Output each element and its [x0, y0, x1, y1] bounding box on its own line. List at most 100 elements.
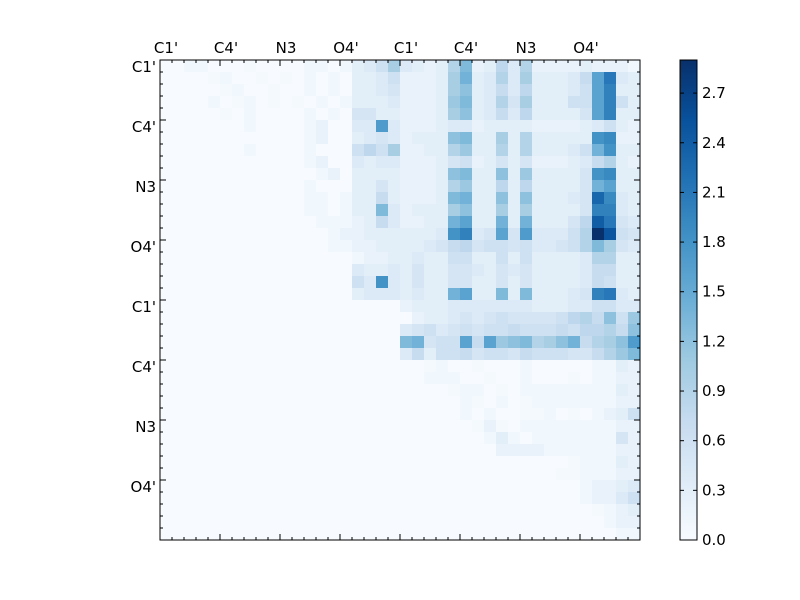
heatmap-cell [496, 252, 509, 265]
heatmap-cell [544, 360, 557, 373]
heatmap-cell [556, 108, 569, 121]
heatmap-cell [244, 84, 257, 97]
heatmap-cell [580, 444, 593, 457]
heatmap-cell [556, 120, 569, 133]
heatmap-cell [352, 480, 365, 493]
heatmap-cell [508, 408, 521, 421]
heatmap-cell [544, 72, 557, 85]
heatmap-cell [400, 396, 413, 409]
heatmap-cell [412, 444, 425, 457]
heatmap-cell [184, 180, 197, 193]
heatmap-cell [544, 504, 557, 517]
heatmap-cell [244, 216, 257, 229]
heatmap-cell [352, 348, 365, 361]
heatmap-cell [412, 276, 425, 289]
heatmap-cell [544, 408, 557, 421]
heatmap-cell [448, 276, 461, 289]
heatmap-cell [544, 120, 557, 133]
heatmap-cell [256, 204, 269, 217]
heatmap-cell [520, 84, 533, 97]
heatmap-cell [280, 480, 293, 493]
heatmap-cell [532, 240, 545, 253]
heatmap-cell [604, 120, 617, 133]
heatmap-cell [292, 144, 305, 157]
heatmap-cell [424, 492, 437, 505]
heatmap-cell [424, 396, 437, 409]
heatmap-cell [508, 84, 521, 97]
heatmap-cell [244, 396, 257, 409]
heatmap-cell [220, 324, 233, 337]
heatmap-cell [628, 312, 641, 325]
heatmap-cell [172, 192, 185, 205]
heatmap-cell [340, 60, 353, 73]
heatmap-cell [460, 312, 473, 325]
heatmap-cell [268, 468, 281, 481]
heatmap-cell [436, 456, 449, 469]
heatmap-cell [340, 156, 353, 169]
heatmap-cell [400, 300, 413, 313]
heatmap-cell [244, 324, 257, 337]
heatmap-cell [328, 60, 341, 73]
heatmap-cell [184, 312, 197, 325]
heatmap-cell [268, 492, 281, 505]
heatmap-cell [568, 408, 581, 421]
heatmap-cell [556, 384, 569, 397]
heatmap-cell [592, 408, 605, 421]
heatmap-cell [520, 492, 533, 505]
heatmap-cell [628, 288, 641, 301]
heatmap-cell [604, 336, 617, 349]
heatmap-cell [196, 492, 209, 505]
colorbar-tick-label: 0.9 [702, 382, 726, 400]
heatmap-cell [304, 84, 317, 97]
heatmap-cell [340, 120, 353, 133]
heatmap-cell [604, 96, 617, 109]
heatmap-cell [460, 516, 473, 529]
heatmap-cell [472, 180, 485, 193]
heatmap-cell [172, 300, 185, 313]
heatmap-cell [508, 144, 521, 157]
heatmap-cell [220, 420, 233, 433]
heatmap-cell [544, 192, 557, 205]
heatmap-cell [496, 528, 509, 541]
heatmap-cell [460, 324, 473, 337]
heatmap-cell [508, 288, 521, 301]
heatmap-cell [328, 132, 341, 145]
heatmap-cell [352, 192, 365, 205]
heatmap-cell [616, 288, 629, 301]
heatmap-cell [472, 408, 485, 421]
heatmap-cell [412, 492, 425, 505]
heatmap-cell [208, 480, 221, 493]
heatmap-cell [628, 528, 641, 541]
heatmap-cell [352, 252, 365, 265]
heatmap-cell [388, 420, 401, 433]
heatmap-cell [328, 96, 341, 109]
heatmap-cell [304, 456, 317, 469]
heatmap-cell [556, 396, 569, 409]
heatmap-cell [232, 432, 245, 445]
heatmap-cell [424, 384, 437, 397]
heatmap-cell [352, 312, 365, 325]
heatmap-cell [448, 168, 461, 181]
x-tick-label: O4' [573, 39, 598, 57]
heatmap-cell [292, 300, 305, 313]
heatmap-cell [448, 372, 461, 385]
heatmap-cell [532, 456, 545, 469]
heatmap-cell [412, 432, 425, 445]
heatmap-cell [388, 168, 401, 181]
heatmap-cell [280, 252, 293, 265]
heatmap-cell [160, 372, 173, 385]
heatmap-cell [520, 192, 533, 205]
heatmap-cell [496, 72, 509, 85]
heatmap-cell [580, 84, 593, 97]
heatmap-cell [568, 480, 581, 493]
heatmap-cell [352, 492, 365, 505]
heatmap-cell [544, 312, 557, 325]
heatmap-cell [316, 516, 329, 529]
heatmap-cell [412, 144, 425, 157]
heatmap-cell [628, 120, 641, 133]
heatmap-cell [544, 420, 557, 433]
heatmap-cell [616, 396, 629, 409]
heatmap-cell [268, 60, 281, 73]
heatmap-cell [556, 408, 569, 421]
heatmap-cell [472, 384, 485, 397]
